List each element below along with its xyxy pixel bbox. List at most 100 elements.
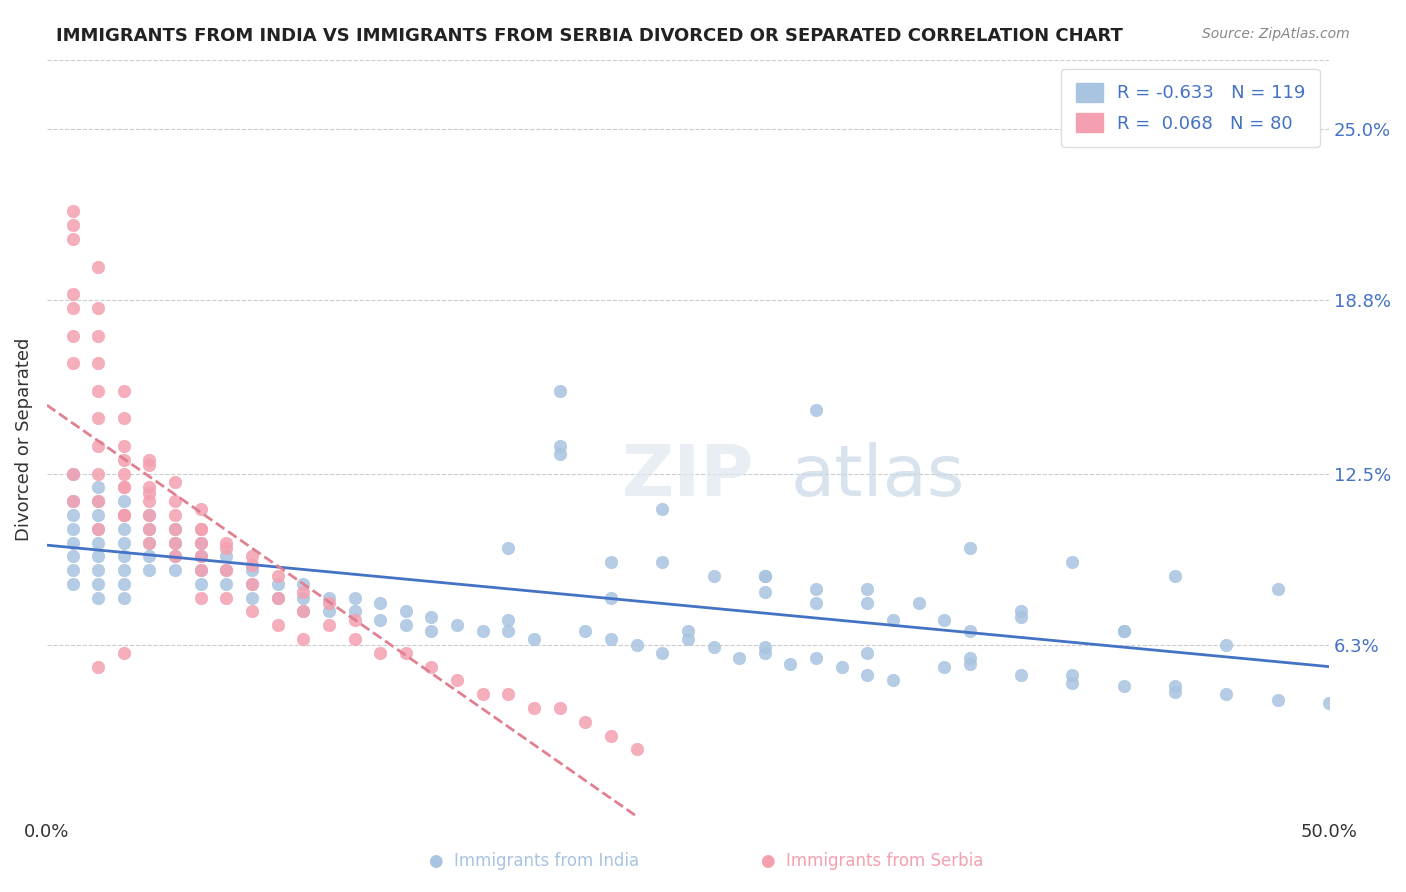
Point xyxy=(112,535,135,549)
Point xyxy=(959,651,981,665)
Point xyxy=(779,657,801,671)
Point xyxy=(190,522,212,536)
Point xyxy=(87,522,110,536)
Point xyxy=(1267,693,1289,707)
Point xyxy=(1164,568,1187,582)
Point xyxy=(934,659,956,673)
Point xyxy=(138,549,160,564)
Point xyxy=(420,624,443,638)
Point xyxy=(626,638,648,652)
Point xyxy=(856,582,879,597)
Point xyxy=(343,613,366,627)
Point xyxy=(138,480,160,494)
Point xyxy=(1062,676,1084,690)
Point xyxy=(87,384,110,398)
Point xyxy=(240,549,263,564)
Point xyxy=(165,549,187,564)
Point xyxy=(165,549,187,564)
Point xyxy=(856,646,879,660)
Point xyxy=(368,613,391,627)
Point xyxy=(266,591,288,605)
Text: ●  Immigrants from Serbia: ● Immigrants from Serbia xyxy=(761,852,983,870)
Point xyxy=(959,657,981,671)
Point xyxy=(626,742,648,756)
Point xyxy=(292,632,315,646)
Point xyxy=(1112,624,1135,638)
Point xyxy=(62,535,84,549)
Point xyxy=(112,522,135,536)
Point xyxy=(112,591,135,605)
Point xyxy=(112,646,135,660)
Text: Source: ZipAtlas.com: Source: ZipAtlas.com xyxy=(1202,27,1350,41)
Point xyxy=(215,591,238,605)
Point xyxy=(87,535,110,549)
Point xyxy=(62,301,84,315)
Point xyxy=(292,605,315,619)
Point xyxy=(266,591,288,605)
Point xyxy=(240,577,263,591)
Point xyxy=(498,613,520,627)
Point xyxy=(87,508,110,522)
Point xyxy=(754,640,776,655)
Point xyxy=(882,613,904,627)
Point xyxy=(138,563,160,577)
Point xyxy=(343,591,366,605)
Point xyxy=(292,591,315,605)
Point xyxy=(138,535,160,549)
Point xyxy=(318,618,340,632)
Point xyxy=(190,591,212,605)
Point xyxy=(215,577,238,591)
Point xyxy=(215,535,238,549)
Point xyxy=(62,494,84,508)
Point xyxy=(112,577,135,591)
Point xyxy=(87,494,110,508)
Point xyxy=(523,701,546,715)
Point xyxy=(62,467,84,481)
Point xyxy=(215,541,238,555)
Point xyxy=(651,502,673,516)
Point xyxy=(138,508,160,522)
Point xyxy=(165,535,187,549)
Point xyxy=(804,596,827,610)
Text: ●  Immigrants from India: ● Immigrants from India xyxy=(429,852,640,870)
Point xyxy=(87,356,110,370)
Point xyxy=(87,563,110,577)
Point xyxy=(754,568,776,582)
Point xyxy=(446,673,468,688)
Point xyxy=(112,494,135,508)
Point xyxy=(190,522,212,536)
Point xyxy=(87,301,110,315)
Point xyxy=(87,522,110,536)
Point xyxy=(165,494,187,508)
Point xyxy=(112,439,135,453)
Point xyxy=(112,384,135,398)
Text: ZIP: ZIP xyxy=(621,442,754,511)
Point xyxy=(651,555,673,569)
Point xyxy=(87,439,110,453)
Point xyxy=(165,522,187,536)
Point xyxy=(87,659,110,673)
Point xyxy=(112,549,135,564)
Point xyxy=(651,646,673,660)
Point xyxy=(240,605,263,619)
Point xyxy=(112,508,135,522)
Point xyxy=(87,467,110,481)
Point xyxy=(959,624,981,638)
Point xyxy=(138,535,160,549)
Point xyxy=(600,555,623,569)
Point xyxy=(266,577,288,591)
Point xyxy=(1164,684,1187,698)
Point xyxy=(240,591,263,605)
Point xyxy=(62,508,84,522)
Point xyxy=(62,549,84,564)
Point xyxy=(240,577,263,591)
Point xyxy=(62,522,84,536)
Point xyxy=(548,447,571,461)
Point xyxy=(138,458,160,473)
Point xyxy=(856,596,879,610)
Point xyxy=(1112,624,1135,638)
Point xyxy=(62,218,84,232)
Text: atlas: atlas xyxy=(790,442,965,511)
Point xyxy=(1317,696,1340,710)
Point xyxy=(804,582,827,597)
